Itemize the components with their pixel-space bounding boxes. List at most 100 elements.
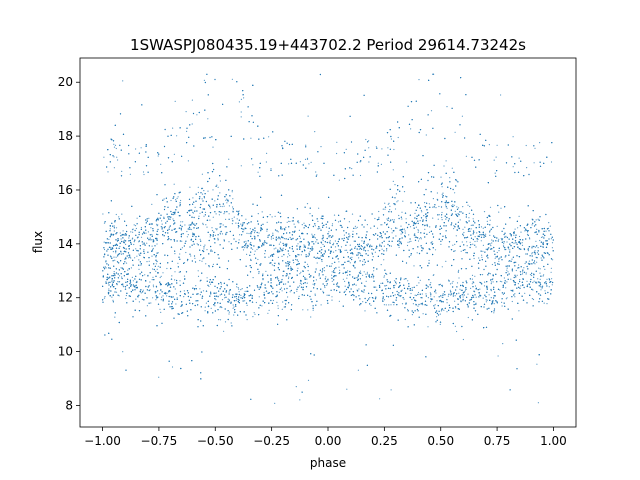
data-point <box>394 208 397 210</box>
data-point <box>201 193 204 195</box>
data-point <box>124 258 126 260</box>
data-point <box>380 282 382 284</box>
data-point <box>197 275 200 277</box>
data-point <box>490 290 492 292</box>
data-point <box>420 209 422 212</box>
data-point <box>197 270 199 272</box>
data-point <box>351 256 353 258</box>
data-point <box>378 210 380 213</box>
data-point <box>441 219 443 221</box>
data-point <box>534 147 536 149</box>
data-point <box>382 208 384 210</box>
data-point <box>414 236 416 238</box>
data-point <box>383 299 386 301</box>
data-point <box>535 219 537 221</box>
data-point <box>138 259 140 261</box>
data-point <box>493 312 495 314</box>
data-point <box>238 210 240 212</box>
data-point <box>320 255 322 257</box>
data-point <box>138 253 140 255</box>
data-point <box>130 281 132 283</box>
data-point <box>113 167 115 169</box>
data-point <box>357 369 359 371</box>
data-point <box>462 206 464 208</box>
data-point <box>470 287 472 289</box>
data-point <box>483 211 486 213</box>
data-point <box>453 228 455 230</box>
data-point <box>364 310 366 312</box>
data-point <box>413 265 415 267</box>
data-point <box>177 196 179 198</box>
data-point <box>384 202 386 204</box>
data-point <box>470 228 472 230</box>
data-point <box>539 272 541 274</box>
data-point <box>191 99 193 101</box>
data-point <box>107 171 109 173</box>
data-point <box>219 180 221 182</box>
data-point <box>456 330 458 333</box>
data-point <box>146 305 148 307</box>
data-point <box>125 262 128 264</box>
data-point <box>390 138 392 140</box>
data-point <box>551 278 553 280</box>
data-point <box>212 189 214 191</box>
data-point <box>217 186 219 188</box>
data-point <box>403 298 405 300</box>
data-point <box>358 257 360 259</box>
data-point <box>363 263 366 265</box>
data-point <box>254 313 256 315</box>
data-point <box>159 293 161 295</box>
data-point <box>394 294 396 296</box>
data-point <box>159 276 161 279</box>
data-point <box>521 244 524 246</box>
data-point <box>548 286 550 288</box>
data-point <box>219 205 221 207</box>
data-point <box>536 252 539 254</box>
data-point <box>183 262 186 264</box>
data-point <box>446 106 448 108</box>
data-point <box>159 308 161 310</box>
data-point <box>490 297 492 299</box>
data-point <box>441 186 443 188</box>
data-point <box>524 262 526 265</box>
data-point <box>546 278 548 280</box>
data-point <box>111 281 113 283</box>
data-point <box>518 310 520 312</box>
data-point <box>176 297 178 299</box>
data-point <box>499 280 501 282</box>
data-point <box>514 293 516 295</box>
data-point <box>221 233 224 235</box>
data-point <box>235 299 237 302</box>
data-point <box>358 248 360 250</box>
data-point <box>534 263 536 265</box>
data-point <box>266 230 268 232</box>
data-point <box>456 206 458 208</box>
data-point <box>373 270 375 272</box>
data-point <box>177 262 179 264</box>
data-point <box>191 123 193 125</box>
data-point <box>315 241 317 243</box>
data-point <box>454 325 456 327</box>
data-point <box>473 244 476 246</box>
data-point <box>442 296 444 298</box>
data-point <box>301 224 303 226</box>
data-point <box>220 225 222 227</box>
data-point <box>310 161 312 163</box>
data-point <box>419 220 421 222</box>
data-point <box>485 248 487 250</box>
data-point <box>176 197 178 199</box>
data-point <box>179 205 181 207</box>
data-point <box>210 249 212 251</box>
data-point <box>105 267 107 269</box>
data-point <box>152 248 154 251</box>
data-point <box>134 225 137 227</box>
data-point <box>211 230 214 232</box>
data-point <box>418 282 420 284</box>
data-point <box>441 193 443 195</box>
data-point <box>267 312 269 314</box>
data-point <box>534 246 537 248</box>
data-point <box>482 250 484 252</box>
data-point <box>138 241 140 243</box>
data-point <box>376 227 379 229</box>
data-point <box>387 147 389 149</box>
